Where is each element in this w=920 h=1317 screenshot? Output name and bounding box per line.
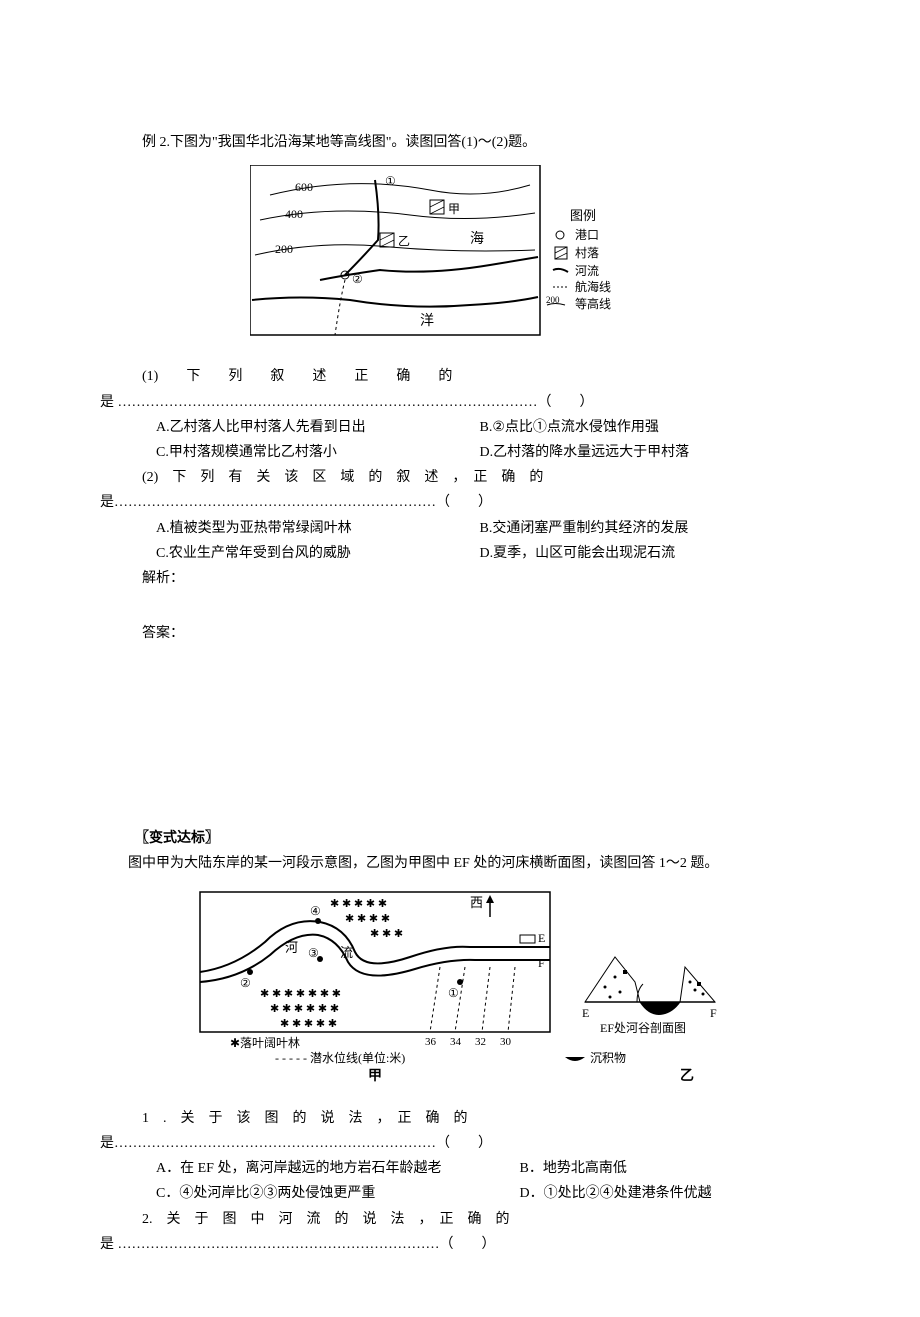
vq2-line2: 是 ……………………………………………………………（ ） [100,1232,820,1257]
svg-text:✱ ✱ ✱ ✱ ✱: ✱ ✱ ✱ ✱ ✱ [330,898,387,910]
svg-text:①: ① [385,174,396,188]
svg-text:甲: 甲 [368,1068,382,1084]
variant-title: 〖变式达标〗 [100,826,820,851]
svg-text:河: 河 [285,940,298,955]
svg-text:乙: 乙 [680,1068,694,1084]
q1-line1: (1) 下 列 叙 述 正 确 的 [100,364,820,389]
svg-text:F: F [538,956,545,970]
svg-text:航海线: 航海线 [575,279,611,294]
svg-text:乙: 乙 [398,234,410,248]
svg-text:村落: 村落 [575,246,599,260]
vq2-line1: 2. 关 于 图 中 河 流 的 说 法 ， 正 确 的 [100,1207,820,1232]
svg-text:✱ ✱ ✱ ✱ ✱ ✱ ✱: ✱ ✱ ✱ ✱ ✱ ✱ ✱ [260,988,341,1000]
svg-text:沉积物: 沉积物 [590,1051,626,1065]
vq1-optC: C．④处河岸比②③两处侵蚀更严重 [156,1181,516,1206]
svg-text:36: 36 [425,1036,437,1048]
analysis-label: 解析： [100,566,820,591]
svg-text:✱ ✱ ✱ ✱ ✱: ✱ ✱ ✱ ✱ ✱ [280,1018,337,1030]
svg-text:河流: 河流 [575,264,599,278]
q2-optC: C.农业生产常年受到台风的威胁 [156,541,476,566]
vq1-optB: B．地势北高南低 [520,1156,627,1181]
q1-optC: C.甲村落规模通常比乙村落小 [156,440,476,465]
svg-text:✱ ✱ ✱ ✱: ✱ ✱ ✱ ✱ [345,913,390,925]
svg-text:✱ ✱ ✱: ✱ ✱ ✱ [370,928,403,940]
q1-optD: D.乙村落的降水量远远大于甲村落 [480,440,690,465]
svg-text:E: E [538,931,545,945]
svg-text:✱落叶阔叶林: ✱落叶阔叶林 [230,1036,300,1050]
svg-text:②: ② [240,976,251,990]
vq1-line2: 是……………………………………………………………（ ） [100,1131,820,1156]
q1-optA: A.乙村落人比甲村落人先看到日出 [156,415,476,440]
svg-text:200: 200 [546,295,560,305]
svg-text:E: E [582,1006,589,1020]
q2-optA: A.植被类型为亚热带常绿阔叶林 [156,516,476,541]
variant-intro: 图中甲为大陆东岸的某一河段示意图，乙图为甲图中 EF 处的河床横断面图，读图回答… [100,851,820,876]
q1-line2: 是 ………………………………………………………………………………（ ） [100,390,820,415]
contour-200: 200 [275,242,293,256]
svg-text:④: ④ [310,904,321,918]
svg-text:流: 流 [340,945,353,960]
vq1-optD: D．①处比②④处建港条件优越 [520,1181,712,1206]
q2-line2: 是……………………………………………………………（ ） [100,490,820,515]
vq1-optA: A．在 EF 处，离河岸越远的地方岩石年龄越老 [156,1156,516,1181]
svg-text:F: F [710,1006,717,1020]
contour-600: 600 [295,180,313,194]
q2-line1: (2) 下 列 有 关 该 区 域 的 叙 述 ， 正 确 的 [100,465,820,490]
contour-400: 400 [285,207,303,221]
svg-text:- - - - - 潜水位线(单位:米): - - - - - 潜水位线(单位:米) [275,1050,405,1065]
svg-text:③: ③ [308,946,319,960]
legend-title: 图例 [570,208,596,223]
svg-text:海: 海 [470,231,484,247]
svg-text:①: ① [448,986,459,1000]
q2-optD: D.夏季，山区可能会出现泥石流 [480,541,676,566]
svg-text:30: 30 [500,1036,512,1048]
vq1-line1: 1 . 关 于 该 图 的 说 法 ， 正 确 的 [100,1106,820,1131]
svg-text:等高线: 等高线 [575,296,611,311]
svg-text:港口: 港口 [575,228,599,242]
answer-label: 答案： [100,621,820,646]
svg-text:32: 32 [475,1036,486,1048]
q2-optB: B.交通闭塞严重制约其经济的发展 [480,516,689,541]
example2-title: 例 2.下图为"我国华北沿海某地等高线图"。读图回答(1)～(2)题。 [100,130,820,155]
q1-optB: B.②点比①点流水侵蚀作用强 [480,415,659,440]
svg-text:甲: 甲 [448,202,460,216]
figure-variant: 西 ④ ② ③ ① 河 流 ✱ ✱ ✱ ✱ ✱ ✱ ✱ ✱ ✱ ✱ ✱ ✱ ✱ … [100,887,820,1096]
svg-text:洋: 洋 [420,313,434,329]
svg-text:✱ ✱ ✱ ✱ ✱ ✱: ✱ ✱ ✱ ✱ ✱ ✱ [270,1003,339,1015]
svg-text:②: ② [352,272,363,286]
svg-text:西: 西 [470,895,483,910]
svg-text:EF处河谷剖面图: EF处河谷剖面图 [600,1021,686,1035]
svg-text:34: 34 [450,1036,462,1048]
figure-example2: 600 400 200 ① 甲 乙 ② 海 洋 图例 港口 村落 河流 [100,165,820,354]
